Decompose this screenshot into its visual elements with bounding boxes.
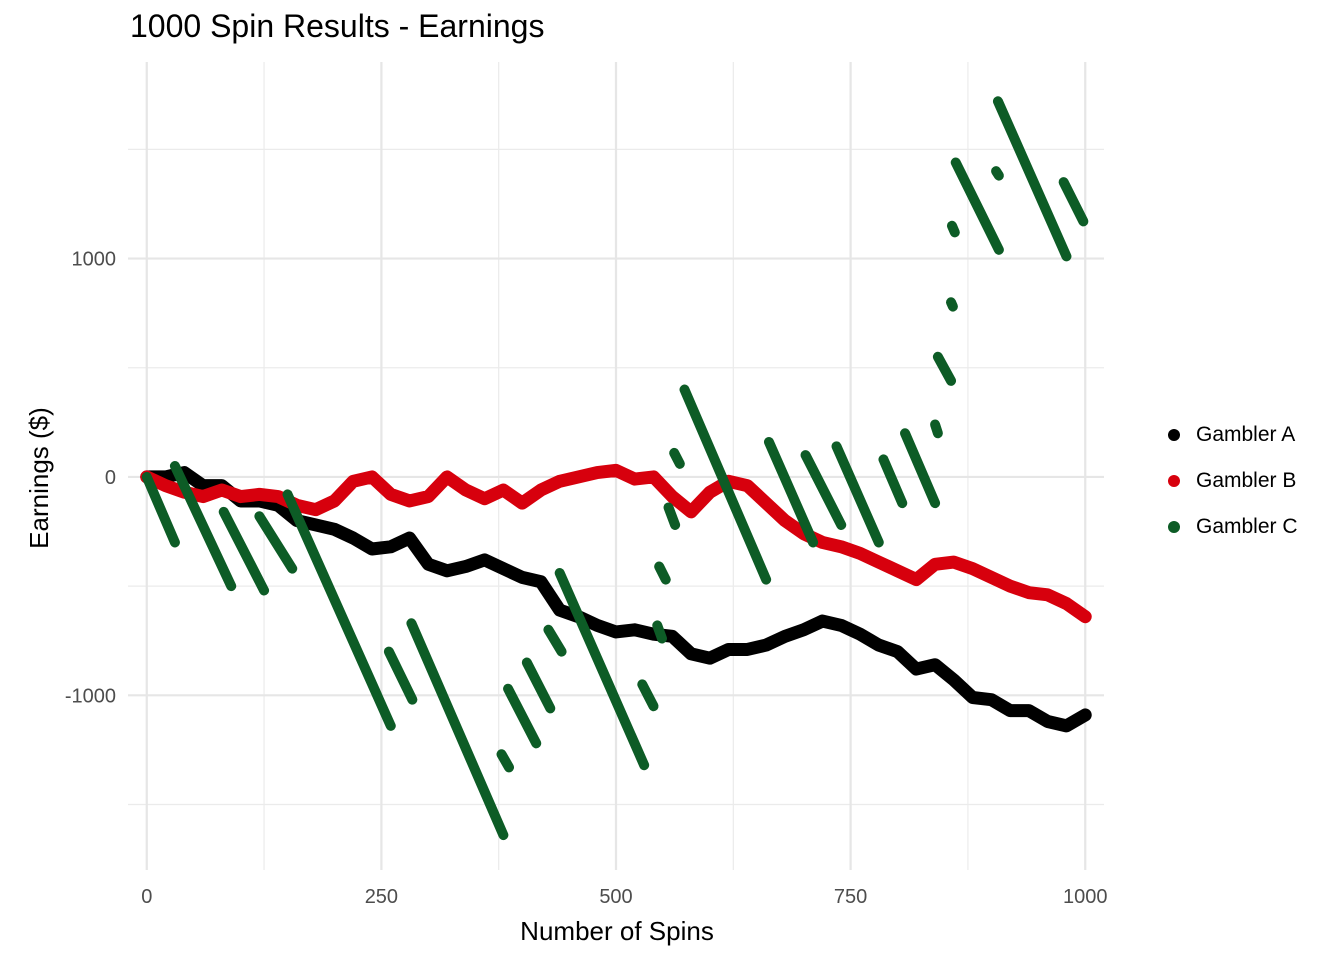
series-segment-gambler-c — [282, 489, 396, 731]
series-segment-gambler-c — [141, 471, 180, 548]
series-segment-gambler-c — [383, 646, 418, 705]
series-segment-gambler-c — [679, 384, 772, 585]
series-segment-gambler-c — [831, 441, 884, 548]
legend-swatch-gambler-a — [1168, 429, 1180, 441]
x-tick-label: 1000 — [1063, 886, 1108, 908]
series-segment-gambler-c — [554, 568, 650, 771]
series-segment-gambler-c — [930, 419, 943, 439]
series-segment-gambler-c — [637, 679, 659, 712]
series-line-gambler-b — [140, 463, 1092, 624]
series-segment-gambler-c — [800, 450, 847, 530]
x-tick-label: 750 — [834, 886, 867, 908]
chart-title: 1000 Spin Results - Earnings — [130, 8, 545, 44]
series-segment-gambler-c — [654, 561, 671, 585]
legend-item-gambler-a: Gambler A — [1160, 412, 1340, 458]
series-segment-gambler-c — [496, 749, 515, 773]
series-segment-gambler-c — [946, 297, 958, 312]
series-segment-gambler-c — [663, 502, 681, 530]
legend-item-gambler-b: Gambler B — [1160, 458, 1340, 504]
series-segment-gambler-c — [950, 157, 1004, 255]
legend-swatch-gambler-b — [1168, 475, 1180, 487]
series-segment-gambler-c — [169, 461, 237, 592]
x-tick-label: 500 — [599, 886, 632, 908]
data-layer — [140, 96, 1092, 841]
series-segment-gambler-c — [946, 220, 960, 238]
series-segment-gambler-c — [991, 166, 1004, 181]
series-segment-gambler-c — [543, 624, 567, 657]
series-segment-gambler-c — [521, 657, 556, 714]
legend-label-gambler-c: Gambler C — [1196, 515, 1298, 538]
legend-label-gambler-a: Gambler A — [1196, 423, 1296, 446]
series-segment-gambler-c — [218, 506, 270, 596]
series-segment-gambler-c — [763, 436, 819, 548]
series-segment-gambler-c — [878, 454, 908, 509]
series-segment-gambler-c — [669, 447, 685, 469]
legend-item-gambler-c: Gambler C — [1160, 504, 1340, 550]
y-axis-title: Earnings ($) — [24, 407, 54, 549]
series-segment-gambler-c — [254, 511, 298, 574]
series-segment-gambler-c — [652, 620, 667, 644]
series-segment-gambler-c — [932, 351, 957, 386]
x-tick-label: 0 — [141, 886, 152, 908]
y-tick-label: 0 — [105, 467, 116, 489]
y-tick-label: -1000 — [65, 685, 116, 707]
series-segment-gambler-c — [992, 96, 1072, 262]
series-segment-gambler-c — [1058, 177, 1089, 227]
y-tick-label: 1000 — [72, 249, 117, 271]
legend: Gambler A Gambler B Gambler C — [1160, 412, 1340, 550]
x-tick-label: 250 — [365, 886, 398, 908]
series-segment-gambler-c — [406, 618, 509, 841]
legend-label-gambler-b: Gambler B — [1196, 469, 1297, 492]
series-segment-gambler-c — [900, 428, 941, 509]
series-segment-gambler-c — [503, 683, 542, 749]
axes: 0 250 500 750 1000 -1000 0 1000 — [65, 249, 1108, 908]
x-axis-title: Number of Spins — [520, 916, 714, 946]
legend-swatch-gambler-c — [1168, 521, 1180, 533]
